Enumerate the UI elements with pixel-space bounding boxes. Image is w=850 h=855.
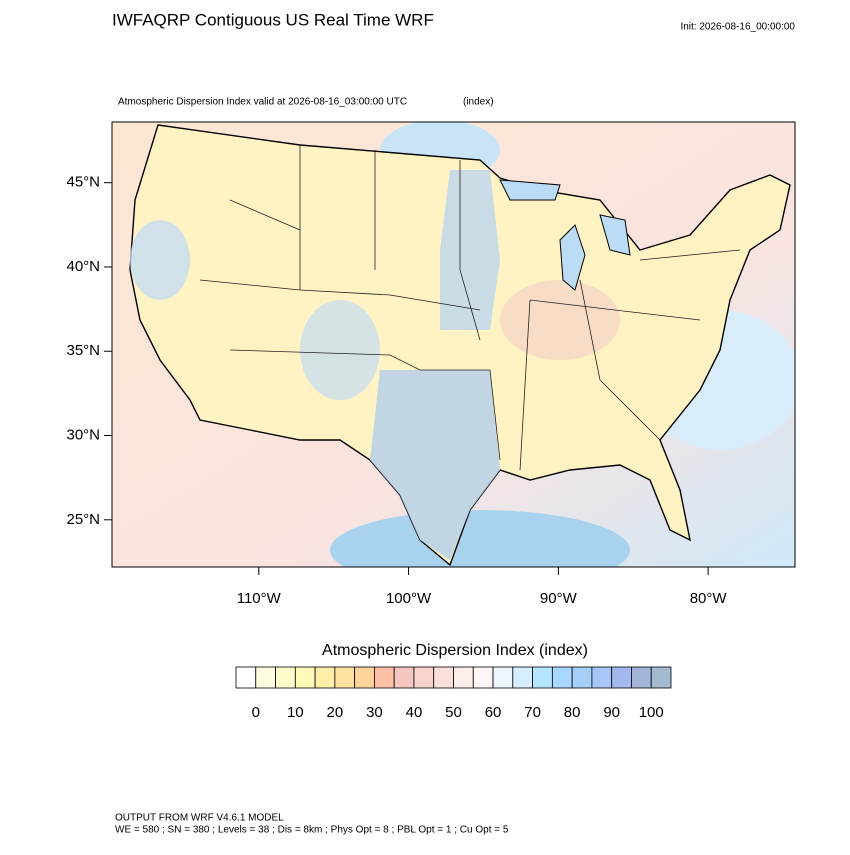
map-field [112, 122, 795, 567]
footer-line: OUTPUT FROM WRF V4.6.1 MODEL [115, 813, 284, 824]
colorbar-label: 60 [485, 704, 502, 721]
colorbar-label: 90 [603, 704, 620, 721]
colorbar-box [294, 666, 316, 689]
y-tick-label: 35°N [66, 342, 100, 359]
colorbar-box [334, 666, 356, 689]
colorbar-label: 40 [406, 704, 423, 721]
lake [599, 214, 631, 256]
colorbar-box [354, 666, 375, 689]
colorbar: 0 10 20 30 40 50 60 70 80 90 100 [235, 666, 672, 721]
colorbar-box [374, 666, 395, 689]
colorbar-box [571, 666, 593, 689]
map-units: (index) [463, 97, 494, 108]
footer-line: WE = 580 ; SN = 380 ; Levels = 38 ; Dis … [115, 825, 509, 836]
colorbar-label: 80 [564, 704, 581, 721]
x-tick-label: 90°W [540, 590, 578, 607]
colorbar-label: 100 [639, 704, 664, 721]
x-tick-label: 80°W [690, 590, 728, 607]
map-frame [111, 121, 796, 568]
colorbar-box [512, 666, 533, 689]
colorbar-label: 70 [524, 704, 541, 721]
colorbar-label: 10 [287, 704, 304, 721]
colorbar-box [631, 666, 652, 689]
field-patch [500, 280, 620, 360]
colorbar-box [393, 666, 415, 689]
colorbar-box [492, 666, 514, 689]
colorbar-box [532, 666, 553, 689]
colorbar-box [235, 666, 257, 689]
field-patch [300, 300, 380, 400]
title: IWFAQRP Contiguous US Real Time WRF [112, 10, 434, 29]
colorbar-box [591, 666, 613, 689]
colorbar-box [551, 666, 573, 689]
colorbar-box [255, 666, 276, 689]
colorbar-label: 50 [445, 704, 462, 721]
init-time: Init: 2026-08-16_00:00:00 [680, 22, 795, 33]
y-tick-label: 25°N [66, 511, 100, 528]
field-patch [440, 170, 500, 330]
field-patch [330, 510, 630, 567]
y-tick-label: 30°N [66, 426, 100, 443]
colorbar-label: 30 [366, 704, 383, 721]
colorbar-box [275, 666, 296, 689]
colorbar-label: 0 [252, 704, 260, 721]
colorbar-box [472, 666, 494, 689]
colorbar-box [433, 666, 454, 689]
axes: 110°W 100°W 90°W 80°W 25°N 30°N 35°N 40°N 45°N [66, 174, 727, 607]
colorbar-box [453, 666, 474, 689]
state-borders [199, 145, 741, 471]
y-tick-label: 45°N [66, 174, 100, 191]
colorbar-box [314, 666, 336, 689]
field-patch [370, 370, 500, 560]
lake [499, 179, 561, 201]
colorbar-box [413, 666, 435, 689]
field-patch [130, 220, 190, 300]
lake [559, 224, 586, 291]
colorbar-box [611, 666, 632, 689]
x-tick-label: 110°W [237, 590, 282, 607]
colorbar-label: 20 [327, 704, 344, 721]
map-title: Atmospheric Dispersion Index valid at 20… [118, 97, 407, 108]
x-tick-label: 100°W [386, 590, 432, 607]
y-tick-label: 40°N [66, 258, 100, 275]
colorbar-title: Atmospheric Dispersion Index (index) [322, 642, 588, 659]
colorbar-box [650, 666, 672, 689]
